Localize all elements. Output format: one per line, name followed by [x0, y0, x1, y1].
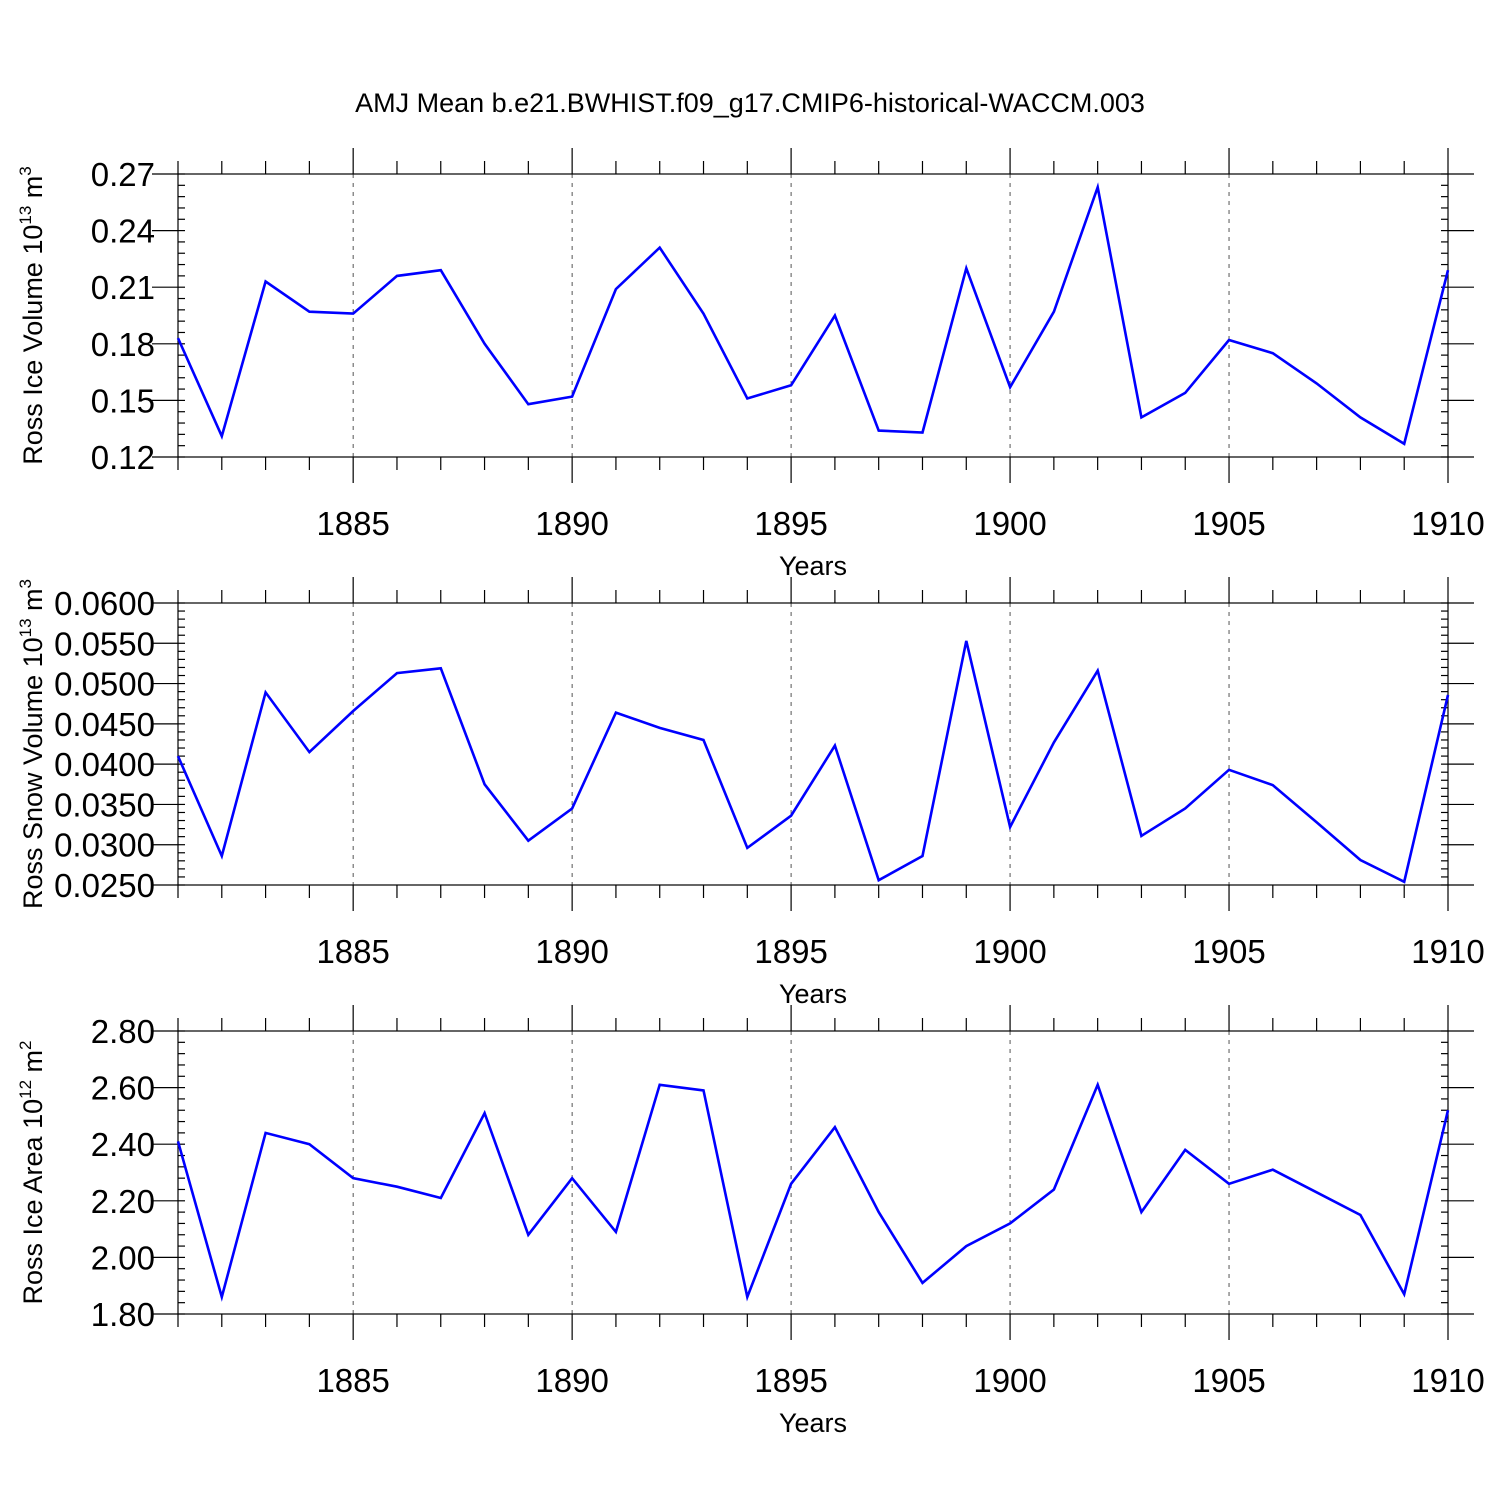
x-tick-label: 1905	[1192, 505, 1265, 542]
y-axis-label: Ross Ice Volume 1013 m3	[16, 166, 48, 465]
x-tick-label: 1900	[973, 505, 1046, 542]
y-axis-label: Ross Ice Area 1012 m2	[16, 1040, 48, 1304]
y-axis-label-exponent: 12	[16, 1080, 35, 1099]
y-tick-label: 0.12	[91, 439, 155, 476]
plot-frame	[177, 173, 1449, 458]
panel-ross-ice-area: 1.80 2.00 2.20 2.40 2.60 2.80 1885 1890 1895 1900…	[16, 1005, 1485, 1438]
y-tick-label: 0.0550	[54, 625, 155, 662]
x-tick-label: 1900	[973, 1362, 1046, 1399]
y-tick-label: 2.80	[91, 1013, 155, 1050]
y-axis-label-unit-exponent: 2	[16, 1040, 35, 1049]
plot-frame	[177, 1030, 1449, 1315]
series-line	[176, 1081, 1450, 1302]
y-tick-label: 0.18	[91, 326, 155, 363]
x-tick-label: 1885	[316, 1362, 389, 1399]
x-axis-label: Years	[779, 979, 847, 1009]
y-tick-label: 0.0300	[54, 827, 155, 864]
y-axis-label-exponent: 13	[16, 206, 35, 225]
x-tick-label: 1885	[316, 933, 389, 970]
y-tick-label: 0.15	[91, 382, 155, 419]
x-tick-label: 1890	[535, 933, 608, 970]
y-axis-label-exponent: 13	[16, 618, 35, 637]
x-axis-label: Years	[779, 551, 847, 581]
x-tick-label: 1895	[754, 1362, 827, 1399]
y-axis-label-unit: m	[18, 176, 48, 206]
y-tick-label: 0.0600	[54, 585, 155, 622]
y-axis-label-unit: m	[18, 1050, 48, 1080]
y-axis-label: Ross Snow Volume 1013 m3	[16, 579, 48, 909]
x-tick-label: 1885	[316, 505, 389, 542]
x-tick-label: 1890	[535, 1362, 608, 1399]
y-axis-label-text: Ross Ice Volume 10	[18, 225, 48, 465]
y-tick-label: 0.24	[91, 213, 155, 250]
x-tick-label: 1895	[754, 505, 827, 542]
y-tick-label: 0.0450	[54, 706, 155, 743]
y-tick-label: 2.40	[91, 1126, 155, 1163]
chart-title: AMJ Mean b.e21.BWHIST.f09_g17.CMIP6-hist…	[355, 88, 1145, 118]
y-axis-label-text: Ross Ice Area 10	[18, 1099, 48, 1305]
y-tick-label: 0.0350	[54, 786, 155, 823]
x-tick-label: 1910	[1411, 505, 1484, 542]
plot-frame	[177, 602, 1449, 886]
y-tick-label: 1.80	[91, 1296, 155, 1333]
y-axis-label-unit-exponent: 3	[16, 166, 35, 175]
y-axis-label-unit-exponent: 3	[16, 579, 35, 588]
x-tick-label: 1905	[1192, 933, 1265, 970]
y-axis-label-unit: m	[18, 588, 48, 618]
x-axis-label: Years	[779, 1408, 847, 1438]
y-tick-label: 0.0250	[54, 867, 155, 904]
x-tick-label: 1905	[1192, 1362, 1265, 1399]
x-tick-label: 1910	[1411, 933, 1484, 970]
y-tick-label: 2.20	[91, 1183, 155, 1220]
x-tick-label: 1900	[973, 933, 1046, 970]
y-tick-label: 2.60	[91, 1070, 155, 1107]
y-tick-label: 0.0500	[54, 666, 155, 703]
panel-ross-ice-volume: 0.12 0.15 0.18 0.21 0.24 0.27 1885 1890 1895 1900…	[16, 148, 1485, 581]
x-tick-label: 1910	[1411, 1362, 1484, 1399]
y-tick-label: 0.0400	[54, 746, 155, 783]
series-line	[176, 640, 1450, 884]
y-tick-label: 2.00	[91, 1239, 155, 1276]
series-line	[176, 182, 1450, 446]
y-axis-label-text: Ross Snow Volume 10	[18, 637, 48, 909]
x-tick-label: 1890	[535, 505, 608, 542]
y-tick-label: 0.27	[91, 156, 155, 193]
x-tick-label: 1895	[754, 933, 827, 970]
y-tick-label: 0.21	[91, 269, 155, 306]
